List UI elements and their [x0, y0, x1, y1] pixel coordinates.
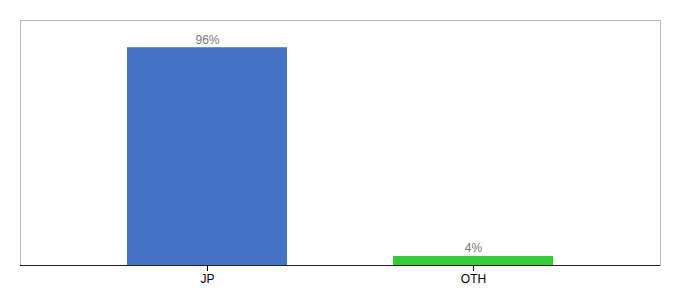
svg-text:4%: 4% [465, 241, 483, 255]
svg-text:JP: JP [200, 272, 214, 286]
svg-text:OTH: OTH [461, 272, 486, 286]
svg-text:96%: 96% [195, 33, 219, 47]
